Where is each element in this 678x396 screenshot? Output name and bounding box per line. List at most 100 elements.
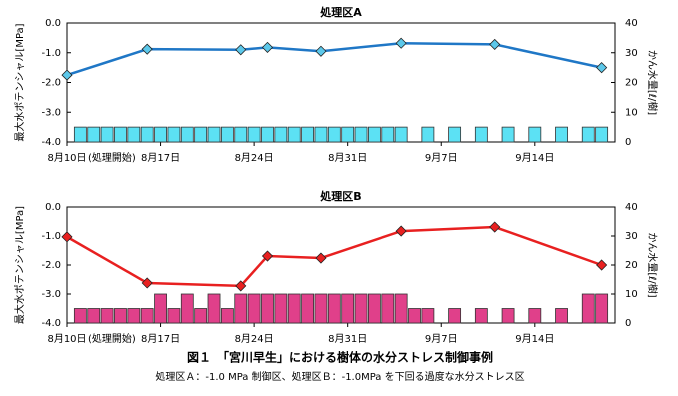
bar	[287, 293, 301, 324]
bar	[114, 308, 127, 324]
bar	[314, 126, 328, 143]
marker	[596, 62, 608, 74]
bar	[394, 126, 408, 143]
bar	[87, 308, 101, 324]
bar	[234, 126, 248, 143]
y2-tick-label: 0	[625, 137, 631, 148]
x-tick-label: 8月17日	[141, 333, 180, 345]
marker	[395, 225, 407, 237]
bar	[354, 126, 368, 143]
bar	[100, 126, 114, 143]
bar	[274, 126, 288, 143]
x-tick-label: 8月17日	[141, 152, 180, 164]
bar	[207, 126, 221, 143]
plot-frame	[66, 206, 616, 324]
marker	[235, 44, 247, 56]
x-tick-label: 8月24日	[235, 333, 274, 345]
y2-tick-label: 0	[625, 318, 631, 329]
bar	[127, 126, 141, 143]
marker	[489, 221, 501, 233]
y-axis-label: 最大水ポテンシャル[MPa]	[13, 23, 26, 141]
bar	[501, 308, 515, 324]
bar	[140, 126, 154, 143]
x-tick-label: 9月14日	[515, 333, 554, 345]
bar	[154, 126, 167, 143]
bar	[140, 308, 154, 324]
marker	[141, 277, 153, 289]
marker	[261, 41, 274, 53]
y-tick-label: -2.0	[41, 78, 61, 89]
plot-frame	[66, 22, 616, 143]
bar	[220, 126, 234, 143]
bar	[167, 126, 181, 143]
x-tick-label: 8月10日	[47, 152, 86, 164]
chart-title: 処理区A	[319, 5, 362, 19]
y-tick-label: -1.0	[41, 231, 61, 242]
marker	[315, 252, 327, 264]
bar	[261, 293, 274, 324]
bar	[167, 308, 181, 324]
bar	[381, 293, 395, 324]
marker	[61, 231, 73, 243]
bar	[474, 126, 488, 143]
bar	[528, 126, 542, 143]
bar	[127, 308, 141, 324]
bar	[180, 126, 194, 143]
bar	[555, 308, 568, 324]
bar	[327, 126, 341, 143]
bar	[234, 293, 248, 324]
x-tick-label: 9月7日	[425, 152, 458, 164]
x-tick-label: 8月31日	[328, 333, 367, 345]
bar	[261, 126, 274, 143]
bar	[474, 308, 488, 324]
bar	[73, 308, 87, 324]
bar	[555, 126, 568, 143]
y-tick-label: -4.0	[41, 137, 61, 148]
bar	[274, 293, 288, 324]
bar	[448, 308, 462, 324]
bar	[301, 126, 315, 143]
annotation: (処理開始)	[88, 332, 136, 345]
y2-tick-label: 10	[625, 289, 638, 300]
y-tick-label: -3.0	[41, 107, 61, 118]
y-tick-label: -1.0	[41, 48, 61, 59]
y-tick-label: -2.0	[41, 260, 61, 271]
line	[66, 225, 603, 288]
bar	[367, 293, 381, 324]
bar	[87, 126, 101, 143]
x-tick-label: 8月24日	[235, 152, 274, 164]
bar	[581, 293, 595, 324]
marker	[489, 38, 501, 50]
bar	[287, 126, 301, 143]
bar	[421, 308, 435, 324]
bar	[327, 293, 341, 324]
bar	[301, 293, 315, 324]
bar	[100, 308, 114, 324]
y-tick-label: -3.0	[41, 289, 61, 300]
bar	[501, 126, 515, 143]
x-tick-label: 8月31日	[328, 152, 367, 164]
bar	[314, 293, 328, 324]
y2-axis-label: かん水量[ℓ/樹]	[646, 232, 659, 297]
bar	[180, 293, 194, 324]
bar	[354, 293, 368, 324]
annotation: (処理開始)	[88, 151, 136, 164]
bar	[595, 126, 609, 143]
y2-tick-label: 20	[625, 78, 638, 89]
y2-tick-label: 40	[625, 202, 638, 213]
y2-axis-label: かん水量[ℓ/樹]	[646, 50, 659, 115]
y-axis-label: 最大水ポテンシャル[MPa]	[13, 206, 26, 324]
chart-title: 処理区B	[319, 189, 361, 203]
x-tick-label: 8月10日	[47, 333, 86, 345]
marker	[596, 259, 608, 271]
bar	[408, 308, 421, 324]
marker	[61, 69, 73, 81]
bar	[73, 126, 87, 143]
bar	[381, 126, 395, 143]
y2-tick-label: 20	[625, 260, 638, 271]
bar	[247, 293, 261, 324]
bar	[194, 308, 208, 324]
bar	[528, 308, 542, 324]
